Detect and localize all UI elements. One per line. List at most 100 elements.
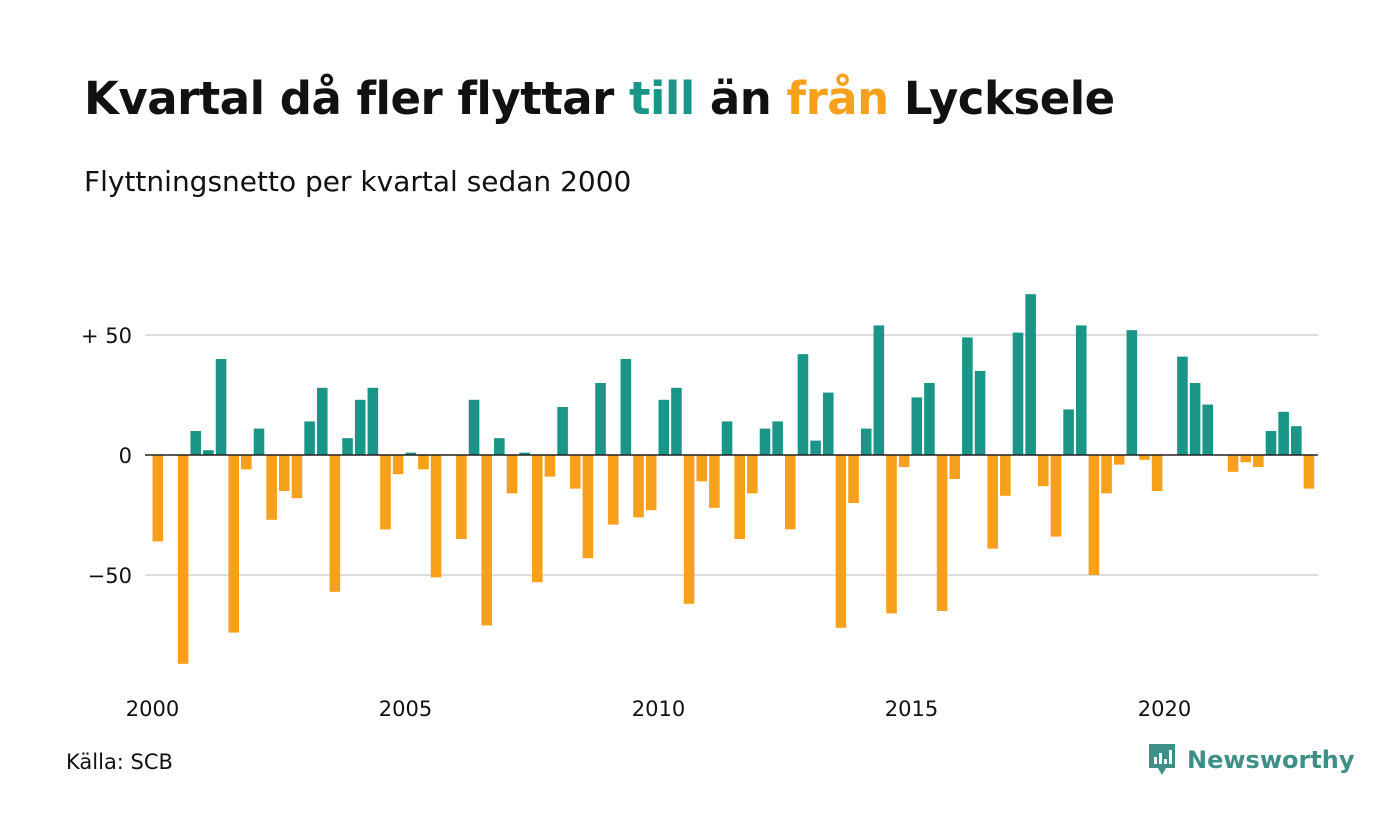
bar bbox=[1151, 455, 1163, 491]
bar bbox=[1253, 455, 1264, 467]
bar bbox=[519, 452, 530, 455]
bar bbox=[1075, 325, 1087, 455]
x-tick-label: 2010 bbox=[632, 697, 685, 721]
bar bbox=[1278, 411, 1289, 455]
y-axis-labels: + 50 0 −50 bbox=[81, 324, 132, 588]
title-part-1: Kvartal då fler flyttar bbox=[84, 72, 629, 125]
bar bbox=[228, 455, 239, 633]
bar bbox=[1202, 404, 1214, 455]
bar bbox=[1265, 431, 1277, 455]
bar bbox=[848, 455, 859, 503]
bar bbox=[620, 359, 632, 455]
bar bbox=[1088, 455, 1100, 575]
bar bbox=[418, 455, 429, 470]
bar bbox=[772, 421, 783, 455]
bar bbox=[532, 455, 543, 583]
title-highlight-fran: från bbox=[786, 72, 890, 125]
bar bbox=[481, 455, 492, 626]
bar bbox=[683, 455, 695, 604]
bar bbox=[190, 431, 202, 455]
bar bbox=[1291, 426, 1302, 455]
bar bbox=[1025, 294, 1036, 455]
brand-logo: Newsworthy bbox=[1147, 742, 1355, 778]
bar bbox=[1000, 455, 1011, 496]
bar bbox=[582, 455, 594, 559]
bar bbox=[1063, 409, 1074, 455]
bar bbox=[203, 450, 214, 455]
bar bbox=[316, 387, 328, 455]
bar bbox=[671, 387, 682, 455]
bar bbox=[304, 421, 315, 455]
bar bbox=[1038, 455, 1049, 487]
bar bbox=[607, 455, 619, 525]
bar bbox=[822, 392, 834, 455]
bar bbox=[354, 399, 366, 455]
bar bbox=[1240, 455, 1251, 463]
bar bbox=[1113, 455, 1125, 465]
bar bbox=[1012, 332, 1024, 455]
bar bbox=[392, 455, 404, 475]
bar bbox=[266, 455, 277, 520]
bar bbox=[367, 387, 379, 455]
bar bbox=[810, 440, 821, 455]
bar bbox=[911, 397, 923, 455]
y-tick-label: + 50 bbox=[81, 324, 132, 348]
bar bbox=[785, 455, 796, 530]
grid-lines bbox=[145, 334, 1318, 576]
bar bbox=[860, 428, 872, 455]
x-tick-label: 2000 bbox=[126, 697, 179, 721]
bar bbox=[544, 455, 556, 477]
bar bbox=[177, 455, 189, 664]
x-axis-labels: 2000 2005 2010 2015 2020 bbox=[126, 697, 1191, 721]
bar bbox=[987, 455, 998, 549]
bar bbox=[1303, 455, 1315, 489]
chart-subtitle: Flyttningsnetto per kvartal sedan 2000 bbox=[84, 165, 632, 198]
bar bbox=[734, 455, 745, 539]
bar bbox=[962, 337, 973, 455]
bar bbox=[1189, 383, 1201, 455]
y-tick-label: −50 bbox=[88, 564, 132, 588]
bar bbox=[1050, 455, 1062, 537]
newsworthy-logo-icon bbox=[1149, 744, 1175, 775]
x-tick-label: 2020 bbox=[1138, 697, 1191, 721]
bar bbox=[215, 359, 227, 455]
bar bbox=[924, 383, 935, 455]
chart-title: Kvartal då fler flyttar till än från Lyc… bbox=[84, 72, 1115, 125]
bar bbox=[291, 455, 303, 499]
bar bbox=[1177, 356, 1188, 455]
bar bbox=[557, 407, 568, 455]
bar bbox=[380, 455, 391, 530]
x-tick-label: 2005 bbox=[379, 697, 432, 721]
bar bbox=[696, 455, 708, 482]
title-part-3: Lycksele bbox=[888, 72, 1115, 125]
bar bbox=[279, 455, 290, 491]
bar bbox=[494, 438, 505, 455]
bar bbox=[253, 428, 265, 455]
source-note: Källa: SCB bbox=[66, 750, 173, 774]
bar bbox=[595, 383, 606, 455]
bar bbox=[1227, 455, 1239, 472]
bar bbox=[430, 455, 442, 578]
bar bbox=[759, 428, 771, 455]
bar bbox=[569, 455, 581, 489]
bar bbox=[974, 371, 986, 455]
title-part-2: än bbox=[694, 72, 787, 125]
bar bbox=[721, 421, 733, 455]
bar bbox=[949, 455, 961, 479]
bar bbox=[835, 455, 847, 628]
bar bbox=[1126, 330, 1138, 455]
bar bbox=[658, 399, 670, 455]
bar bbox=[506, 455, 518, 494]
bar bbox=[873, 325, 885, 455]
bar bbox=[709, 455, 720, 508]
bar bbox=[329, 455, 341, 592]
bars bbox=[152, 294, 1315, 664]
bar bbox=[633, 455, 644, 518]
bar bbox=[797, 354, 809, 455]
bar bbox=[405, 452, 417, 455]
bar bbox=[645, 455, 657, 511]
bar bbox=[886, 455, 897, 614]
bar bbox=[342, 438, 353, 455]
brand-name: Newsworthy bbox=[1187, 746, 1355, 774]
